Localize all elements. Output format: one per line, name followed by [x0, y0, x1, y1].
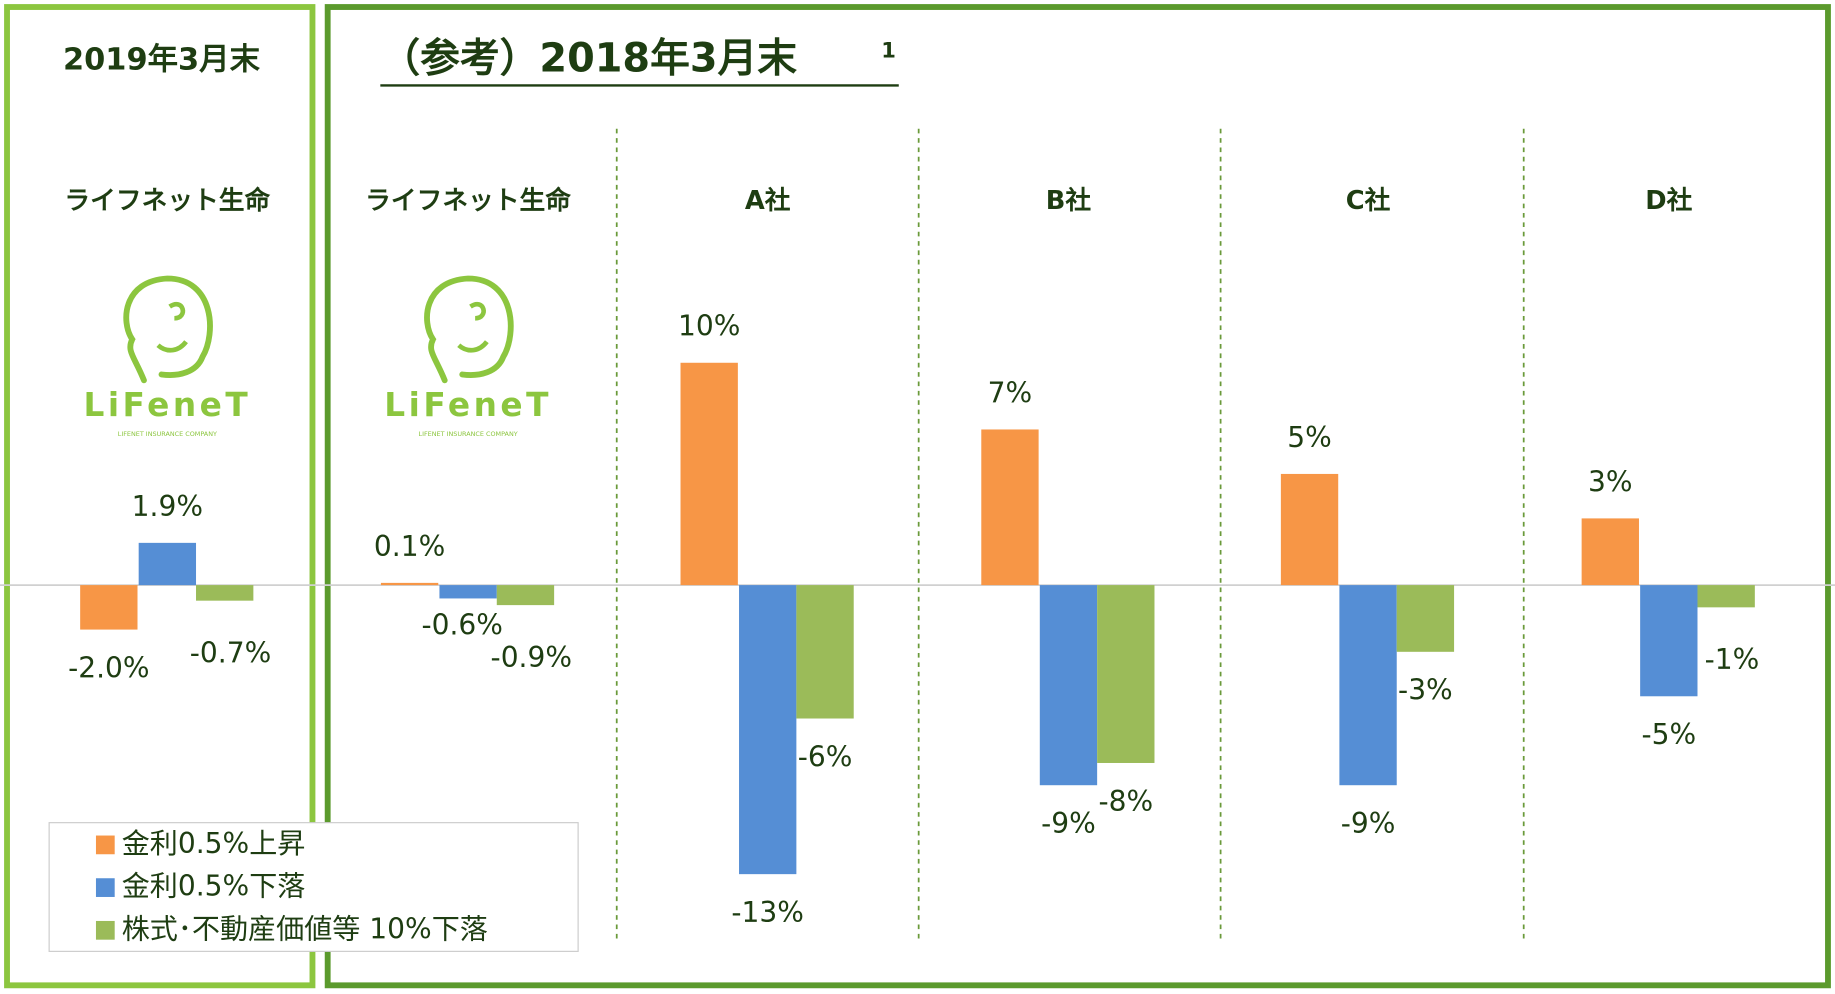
bar — [680, 362, 738, 586]
bar — [981, 429, 1039, 586]
value-label: -2.0% — [68, 651, 149, 684]
bar — [80, 585, 138, 630]
legend-swatch — [95, 920, 115, 940]
bar — [1339, 585, 1397, 786]
category-label: ライフネット生命 — [64, 185, 270, 216]
legend-label: 金利0.5%上昇 — [122, 827, 306, 860]
value-label: 0.1% — [374, 530, 445, 563]
value-label: -9% — [1041, 807, 1096, 840]
bar — [138, 542, 197, 586]
value-label: 10% — [678, 310, 740, 343]
bar — [1396, 585, 1455, 652]
value-label: 3% — [1588, 465, 1633, 498]
bar — [1039, 585, 1098, 786]
legend-swatch — [95, 878, 115, 897]
legend — [48, 822, 579, 952]
category-label: A社 — [745, 185, 791, 216]
bar — [1640, 585, 1698, 697]
panel-title: 2019年3月末 — [63, 42, 261, 77]
value-label: -0.6% — [422, 609, 503, 642]
panel-title: （参考）2018年3月末 — [380, 35, 797, 81]
bar — [496, 585, 555, 606]
bar — [1280, 473, 1339, 586]
bar — [196, 585, 254, 601]
value-label: -0.7% — [190, 637, 271, 670]
logo-head — [123, 275, 213, 384]
logo-head — [424, 275, 514, 384]
category-label: ライフネット生命 — [365, 185, 571, 216]
bar — [439, 585, 497, 599]
bar — [1097, 585, 1155, 763]
logo-tagline: LIFENET INSURANCE COMPANY — [419, 430, 518, 438]
value-label: 7% — [988, 376, 1033, 409]
category-label: B社 — [1046, 185, 1092, 216]
value-label: -9% — [1341, 807, 1396, 840]
logo-smile — [156, 340, 188, 353]
legend-label: 株式･不動産価値等 10%下落 — [122, 912, 488, 945]
value-label: -0.9% — [491, 641, 572, 674]
separators — [615, 128, 1525, 943]
logo-name: LiFeneT — [384, 386, 552, 424]
legend-label: 金利0.5%下落 — [122, 870, 306, 903]
value-label: -6% — [798, 740, 853, 773]
value-label: -5% — [1641, 718, 1696, 751]
bar — [739, 585, 797, 875]
value-label: -13% — [731, 896, 804, 929]
logo-smile — [457, 340, 489, 353]
logo-name: LiFeneT — [83, 386, 251, 424]
panel-frame — [4, 4, 316, 989]
logo-ear — [168, 302, 186, 321]
title-note: 1 — [881, 37, 896, 62]
category-label: C社 — [1346, 185, 1391, 216]
panel-frame — [324, 4, 1831, 989]
category-label: D社 — [1645, 185, 1692, 216]
value-label: 5% — [1287, 421, 1332, 454]
value-label: -3% — [1398, 674, 1453, 707]
bar — [1581, 518, 1639, 586]
logo-ear — [469, 302, 486, 321]
value-label: -1% — [1705, 643, 1760, 676]
legend-swatch — [95, 835, 115, 855]
bar — [796, 585, 854, 719]
value-label: 1.9% — [132, 490, 203, 523]
value-label: -8% — [1098, 785, 1153, 818]
logo-tagline: LIFENET INSURANCE COMPANY — [118, 430, 217, 438]
bar — [380, 582, 439, 586]
bar — [1697, 585, 1755, 608]
